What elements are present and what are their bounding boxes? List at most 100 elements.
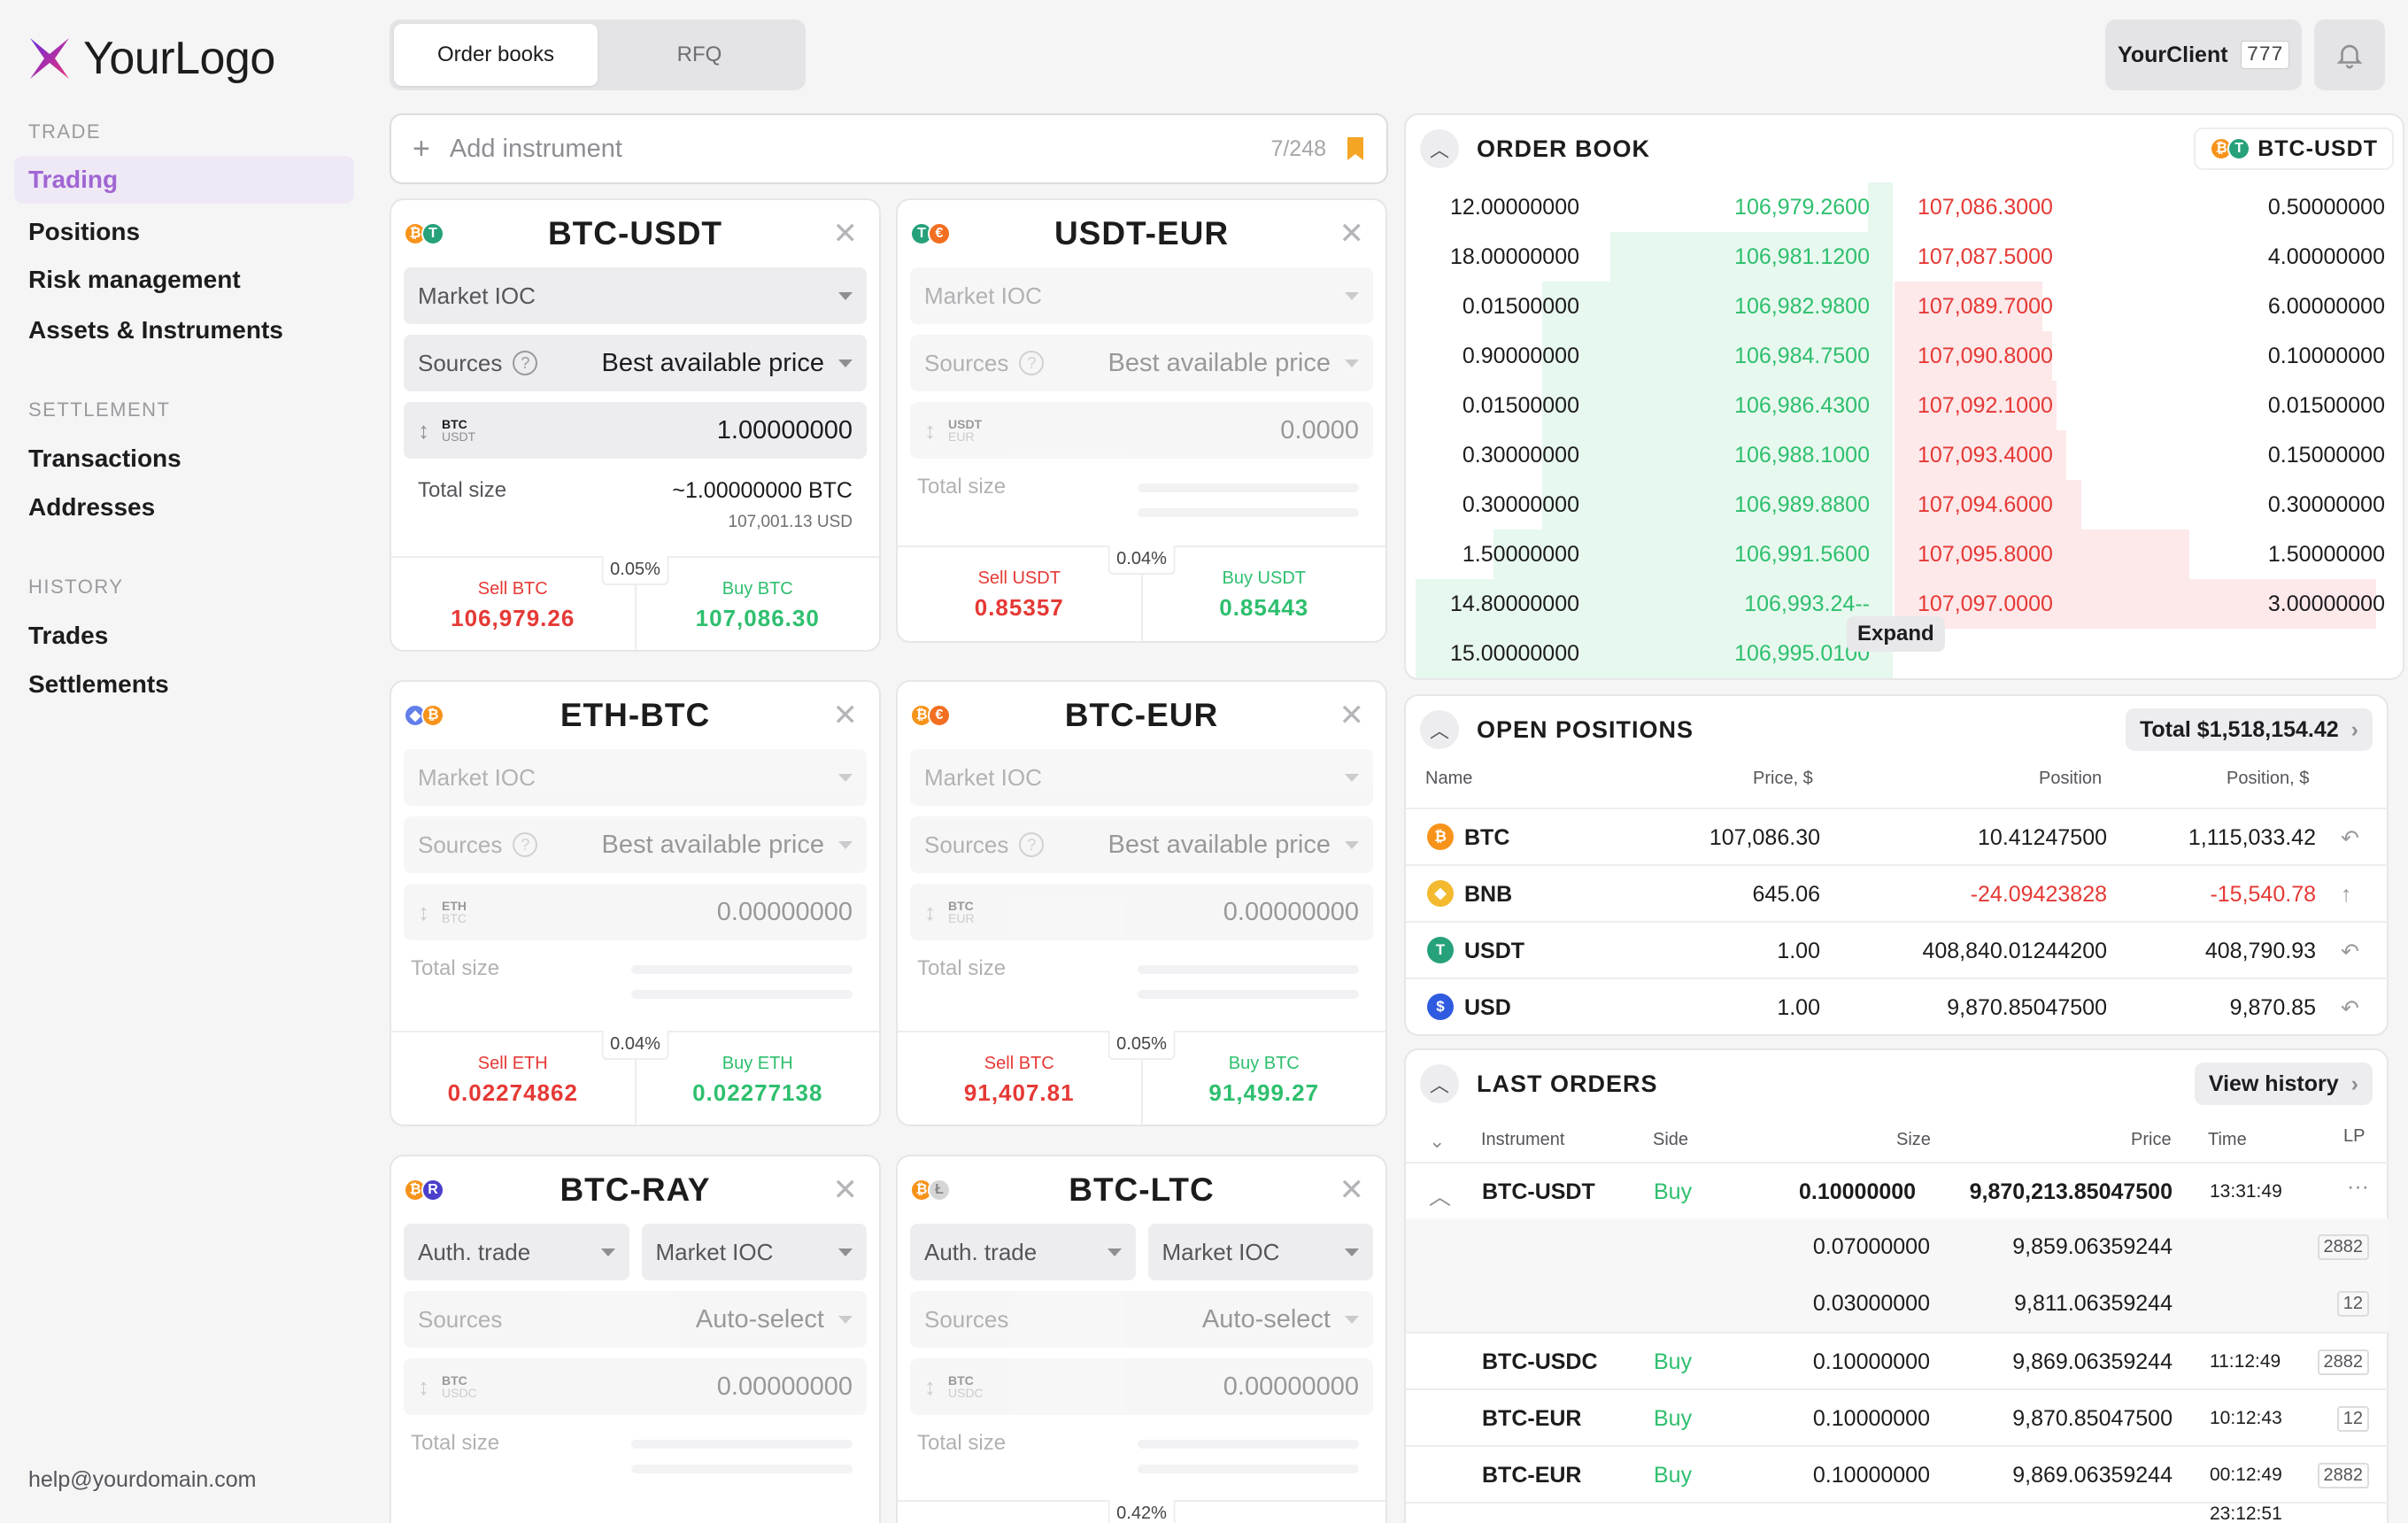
buy-button[interactable]: Buy BTC 107,086.30	[634, 558, 880, 650]
swap-icon[interactable]: ↕	[418, 898, 429, 925]
close-icon[interactable]: ✕	[832, 699, 859, 732]
sources-select[interactable]: Sources? Best available price	[910, 816, 1373, 873]
trade-type-select[interactable]: Auth. trade	[404, 1224, 629, 1280]
bookmark-icon[interactable]	[1346, 135, 1365, 162]
help-icon[interactable]: ?	[1019, 832, 1045, 857]
order-type-select[interactable]: Market IOC	[1147, 1224, 1373, 1280]
help-icon[interactable]: ?	[1019, 351, 1045, 375]
brand-logo[interactable]: YourLogo	[28, 32, 275, 85]
trade-type-select[interactable]: Auth. trade	[910, 1224, 1136, 1280]
sources-select[interactable]: Sources Auto-select	[404, 1291, 867, 1348]
position-name: USD	[1464, 995, 1511, 1020]
amount-input[interactable]: ↕ BTC USDC 0.00000000	[910, 1358, 1373, 1415]
sidebar-item-trades[interactable]: Trades	[28, 622, 109, 649]
buy-button[interactable]: Buy BTC 91,499.27	[1140, 1032, 1386, 1125]
order-fill-row[interactable]: 0.07000000 9,859.06359244 2882	[1406, 1218, 2389, 1275]
ask-price: 107,092.1000	[1918, 393, 2053, 418]
view-history-button[interactable]: View history ›	[2194, 1063, 2373, 1105]
sell-button[interactable]: Sell USDT 0.85357	[974, 568, 1064, 621]
swap-icon[interactable]: ↕	[924, 416, 936, 444]
position-row[interactable]: T USDT 1.00 408,840.01244200 408,790.93 ↶	[1406, 921, 2389, 978]
order-fill-row[interactable]: 0.03000000 9,811.06359244 12	[1406, 1275, 2389, 1332]
order-type-select[interactable]: Market IOC	[910, 749, 1373, 806]
buy-button[interactable]: Buy USDT 0.85443	[1140, 547, 1386, 641]
tab-order-books[interactable]: Order books	[394, 24, 598, 86]
sell-button[interactable]: Sell BTC 91,407.81	[963, 1054, 1075, 1106]
order-row[interactable]: BTC-USDC Buy 0.10000000 9,869.06359244 11:12…	[1406, 1332, 2389, 1388]
order-fill-row[interactable]: 23:12:51	[1406, 1502, 2389, 1523]
order-book-row[interactable]: 15.00000000 106,995.0100	[1406, 629, 2403, 678]
swap-icon[interactable]: ↕	[418, 416, 429, 444]
help-icon[interactable]: ?	[513, 351, 538, 375]
order-book-row[interactable]: 0.01500000 106,982.9800 107,089.7000 6.0000…	[1406, 282, 2403, 331]
sell-button[interactable]: Sell BTC 106,979.26	[451, 579, 575, 631]
chevron-up-icon[interactable]: ︿	[1420, 710, 1459, 749]
sidebar-item-trading[interactable]: Trading	[14, 156, 354, 204]
amount-input[interactable]: ↕ BTC EUR 0.00000000	[910, 884, 1373, 940]
sources-select[interactable]: Sources Auto-select	[910, 1291, 1373, 1348]
chevron-up-icon[interactable]: ︿	[1429, 1185, 1452, 1210]
order-book-pair-select[interactable]: ₿ T BTC-USDT	[2194, 128, 2394, 170]
lp-badge: 2882	[2317, 1463, 2369, 1488]
return-icon[interactable]: ↶	[2341, 996, 2359, 1021]
amount-input[interactable]: ↕ USDT EUR 0.0000	[910, 402, 1373, 459]
swap-icon[interactable]: ↕	[924, 1372, 936, 1400]
order-book-row[interactable]: 0.30000000 106,989.8800 107,094.6000 0.3000…	[1406, 480, 2403, 530]
amount-input[interactable]: ↕ BTC USDC 0.00000000	[404, 1358, 867, 1415]
order-type-select[interactable]: Market IOC	[910, 267, 1373, 324]
amount-input[interactable]: ↕ BTC USDT 1.00000000	[404, 402, 867, 459]
order-size: 0.07000000	[1812, 1234, 1930, 1259]
close-icon[interactable]: ✕	[832, 217, 859, 251]
chevron-up-icon[interactable]: ︿	[1420, 1064, 1459, 1103]
order-book-row[interactable]: 1.50000000 106,991.5600 107,095.8000 1.5000…	[1406, 530, 2403, 579]
notifications-button[interactable]	[2314, 19, 2385, 90]
sources-select[interactable]: Sources? Best available price	[404, 335, 867, 391]
close-icon[interactable]: ✕	[832, 1173, 859, 1207]
sources-select[interactable]: Sources? Best available price	[910, 335, 1373, 391]
order-book-row[interactable]: 18.00000000 106,981.1200 107,087.5000 4.000…	[1406, 232, 2403, 282]
order-row[interactable]: BTC-EUR Buy 0.10000000 9,869.06359244 00:12:…	[1406, 1445, 2389, 1502]
ask-depth-bar	[1895, 381, 2057, 430]
sidebar-item-assets-instruments[interactable]: Assets & Instruments	[28, 316, 283, 344]
tab-rfq[interactable]: RFQ	[676, 43, 722, 66]
positions-total-button[interactable]: Total $1,518,154.42 ›	[2125, 708, 2373, 751]
order-type-select[interactable]: Market IOC	[641, 1224, 867, 1280]
swap-icon[interactable]: ↕	[418, 1372, 429, 1400]
position-row[interactable]: ◆ BNB 645.06 -24.09423828 -15,540.78 ↑	[1406, 864, 2389, 921]
order-type-select[interactable]: Market IOC	[404, 267, 867, 324]
help-email-link[interactable]: help@yourdomain.com	[28, 1467, 257, 1492]
help-icon[interactable]: ?	[513, 832, 538, 857]
order-book-row[interactable]: 0.90000000 106,984.7500 107,090.8000 0.1000…	[1406, 331, 2403, 381]
collapse-all-icon[interactable]: ⌄	[1429, 1130, 1446, 1152]
more-icon[interactable]: ···	[2347, 1174, 2369, 1199]
position-row[interactable]: ₿ BTC 107,086.30 10.41247500 1,115,033.42 ↶	[1406, 808, 2389, 864]
return-icon[interactable]: ↶	[2341, 939, 2359, 964]
arrow-up-icon[interactable]: ↑	[2341, 882, 2352, 907]
return-icon[interactable]: ↶	[2341, 826, 2359, 851]
client-selector[interactable]: YourClient 777	[2105, 19, 2302, 90]
sell-button[interactable]: Sell ETH 0.02274862	[447, 1054, 578, 1106]
expand-button[interactable]: Expand	[1847, 616, 1945, 652]
order-row[interactable]: ︿ BTC-USDT Buy 0.10000000 9,870,213.85047500…	[1406, 1162, 2389, 1218]
amount-input[interactable]: ↕ ETH BTC 0.00000000	[404, 884, 867, 940]
close-icon[interactable]: ✕	[1339, 217, 1365, 251]
swap-icon[interactable]: ↕	[924, 898, 936, 925]
sidebar-item-positions[interactable]: Positions	[28, 218, 141, 245]
close-icon[interactable]: ✕	[1339, 699, 1365, 732]
buy-button[interactable]: Buy ETH 0.02277138	[634, 1032, 880, 1125]
chevron-up-icon[interactable]: ︿	[1420, 129, 1459, 168]
order-book-row[interactable]: 12.00000000 106,979.2600 107,086.3000 0.500…	[1406, 182, 2403, 232]
order-type-select[interactable]: Market IOC	[404, 749, 867, 806]
position-row[interactable]: $ USD 1.00 9,870.85047500 9,870.85 ↶	[1406, 978, 2389, 1034]
sidebar-item-risk-management[interactable]: Risk management	[28, 266, 241, 293]
order-row[interactable]: BTC-EUR Buy 0.10000000 9,870.85047500 10:12:…	[1406, 1388, 2389, 1445]
sources-select[interactable]: Sources? Best available price	[404, 816, 867, 873]
sidebar-item-settlements[interactable]: Settlements	[28, 670, 169, 698]
add-instrument-bar[interactable]: + Add instrument 7/248	[390, 113, 1388, 184]
order-book-row[interactable]: 0.30000000 106,988.1000 107,093.4000 0.1500…	[1406, 430, 2403, 480]
order-book-row[interactable]: 14.80000000 106,993.24-- 107,097.0000 3.000…	[1406, 579, 2403, 629]
sidebar-item-addresses[interactable]: Addresses	[28, 493, 156, 521]
close-icon[interactable]: ✕	[1339, 1173, 1365, 1207]
order-book-row[interactable]: 0.01500000 106,986.4300 107,092.1000 0.0150…	[1406, 381, 2403, 430]
sidebar-item-transactions[interactable]: Transactions	[28, 445, 181, 472]
